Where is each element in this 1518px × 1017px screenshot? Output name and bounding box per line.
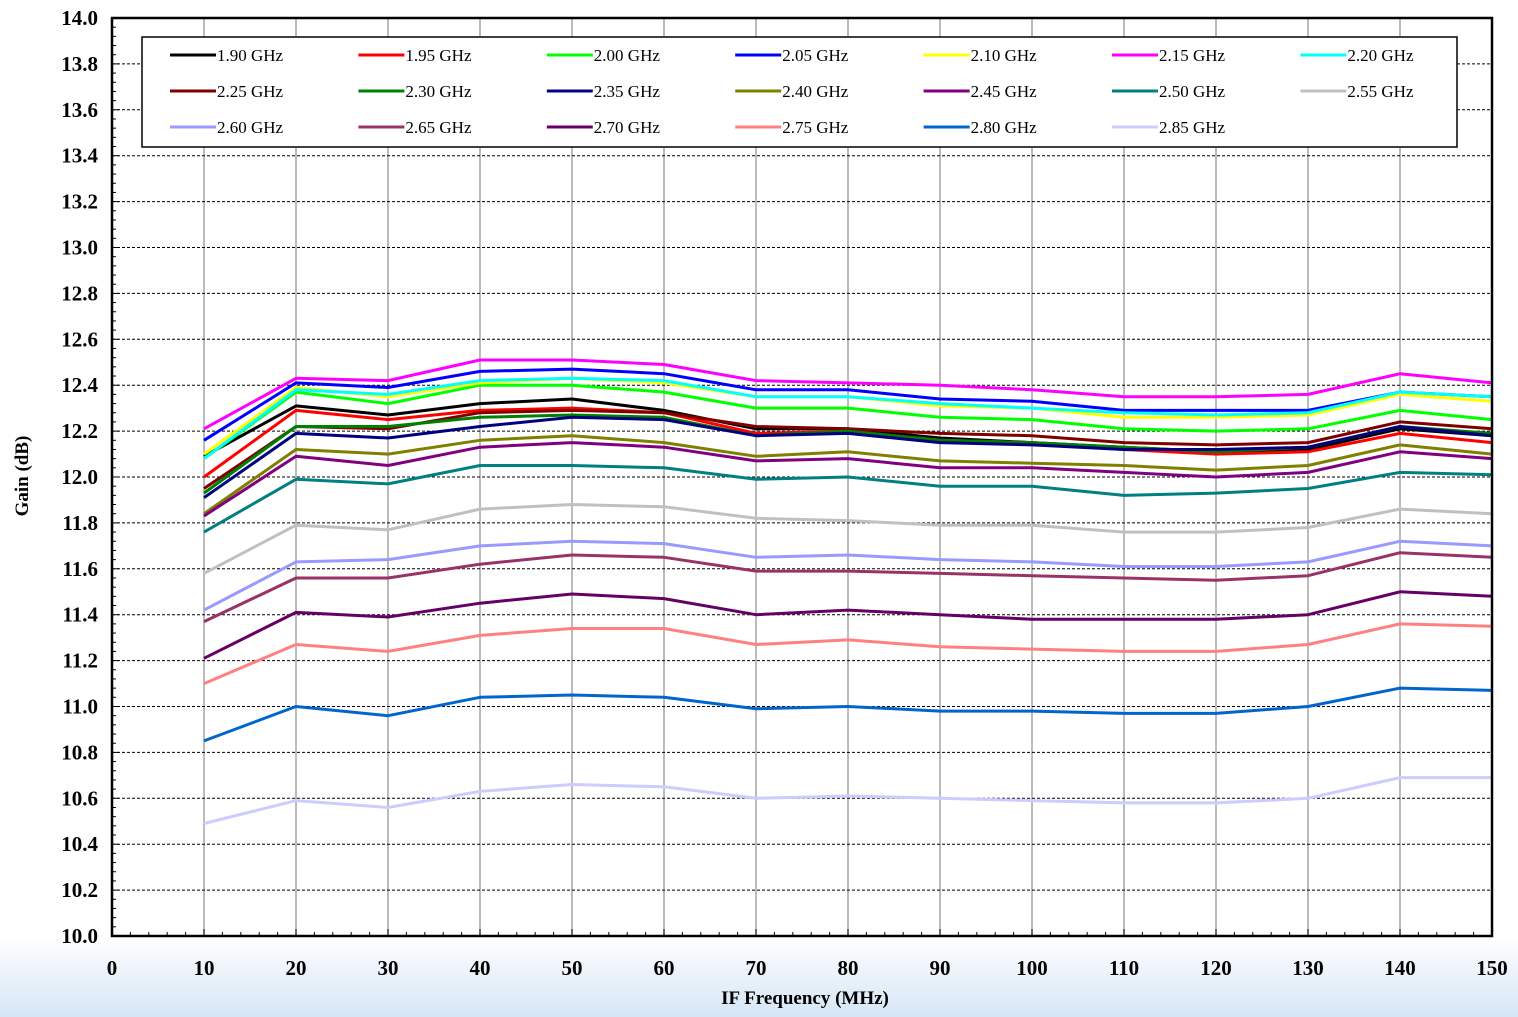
series-line bbox=[203, 367, 1493, 442]
series-line bbox=[203, 503, 1493, 575]
y-tick-label: 10.6 bbox=[61, 786, 98, 810]
series-line bbox=[203, 686, 1493, 743]
series-line bbox=[203, 441, 1493, 518]
legend-entry-label: 2.60 GHz bbox=[217, 118, 284, 137]
legend-entry-label: 2.80 GHz bbox=[971, 118, 1038, 137]
legend-entry-label: 2.15 GHz bbox=[1159, 46, 1226, 65]
legend-entry-label: 1.95 GHz bbox=[405, 46, 472, 65]
series-line bbox=[203, 464, 1493, 534]
y-tick-label: 13.0 bbox=[61, 236, 98, 260]
legend-entry-label: 2.25 GHz bbox=[217, 82, 284, 101]
y-tick-label: 12.8 bbox=[61, 281, 98, 305]
series-line bbox=[203, 358, 1493, 431]
legend-entry-label: 2.30 GHz bbox=[405, 82, 472, 101]
y-tick-label: 12.6 bbox=[61, 327, 98, 351]
legend-entry-label: 1.90 GHz bbox=[217, 46, 284, 65]
series-line bbox=[203, 590, 1493, 660]
y-tick-label: 14.0 bbox=[61, 6, 98, 30]
y-tick-label: 12.0 bbox=[61, 465, 98, 489]
y-tick-label: 11.0 bbox=[62, 695, 98, 719]
x-tick-label: 100 bbox=[1016, 956, 1048, 980]
legend-entry-label: 2.85 GHz bbox=[1159, 118, 1226, 137]
x-tick-label: 60 bbox=[654, 956, 675, 980]
x-tick-label: 130 bbox=[1292, 956, 1324, 980]
x-tick-label: 140 bbox=[1384, 956, 1416, 980]
series-line bbox=[203, 434, 1493, 515]
x-tick-label: 70 bbox=[746, 956, 767, 980]
x-tick-label: 20 bbox=[286, 956, 307, 980]
legend-entry-label: 2.65 GHz bbox=[405, 118, 472, 137]
legend-entry-label: 2.75 GHz bbox=[782, 118, 849, 137]
legend-entry-label: 2.50 GHz bbox=[1159, 82, 1226, 101]
y-tick-label: 10.2 bbox=[61, 878, 98, 902]
legend-entry-label: 2.40 GHz bbox=[782, 82, 849, 101]
legend-entry-label: 2.45 GHz bbox=[971, 82, 1038, 101]
plot-area-border bbox=[110, 16, 1494, 938]
x-tick-label: 10 bbox=[194, 956, 215, 980]
x-tick-label: 120 bbox=[1200, 956, 1232, 980]
legend-entry-label: 2.70 GHz bbox=[594, 118, 661, 137]
x-tick-label: 0 bbox=[107, 956, 118, 980]
y-tick-label: 13.8 bbox=[61, 52, 98, 76]
y-tick-label: 13.2 bbox=[61, 190, 98, 214]
y-tick-label: 10.4 bbox=[61, 832, 98, 856]
y-tick-label: 11.8 bbox=[62, 511, 98, 535]
y-tick-label: 11.4 bbox=[62, 603, 98, 627]
legend-entry-label: 2.00 GHz bbox=[594, 46, 661, 65]
legend-entry-label: 2.05 GHz bbox=[782, 46, 849, 65]
x-tick-label: 40 bbox=[470, 956, 491, 980]
series-lines bbox=[203, 358, 1493, 825]
x-tick-label: 90 bbox=[930, 956, 951, 980]
x-axis-title: IF Frequency (MHz) bbox=[721, 988, 889, 1009]
legend-entry-label: 2.10 GHz bbox=[971, 46, 1038, 65]
series-line bbox=[203, 622, 1493, 685]
x-tick-label: 150 bbox=[1476, 956, 1508, 980]
footer-gradient-band bbox=[0, 938, 1518, 1017]
x-tick-label: 110 bbox=[1109, 956, 1139, 980]
x-tick-labels: 0 10 20 30 40 50 60 70 80 90 100 110 120 130 140 150 bbox=[107, 956, 1508, 980]
legend-entry-label: 2.20 GHz bbox=[1347, 46, 1414, 65]
plot-frame bbox=[110, 16, 1494, 938]
y-tick-label: 12.4 bbox=[61, 373, 98, 397]
series-line bbox=[203, 551, 1493, 623]
x-tick-label: 30 bbox=[378, 956, 399, 980]
series-line bbox=[203, 415, 1493, 499]
y-tick-label: 12.2 bbox=[61, 419, 98, 443]
y-tick-label: 11.2 bbox=[62, 649, 98, 673]
grid-lines bbox=[112, 18, 1492, 936]
series-line bbox=[203, 776, 1492, 825]
series-line bbox=[203, 539, 1493, 612]
x-tick-label: 50 bbox=[562, 956, 583, 980]
legend-entry-label: 2.35 GHz bbox=[594, 82, 661, 101]
series-line bbox=[203, 383, 1493, 460]
y-tick-label: 10.0 bbox=[61, 924, 98, 948]
y-tick-label: 13.6 bbox=[61, 98, 98, 122]
legend: 1.90 GHz 1.95 GHz 2.00 GHz 2.05 GHz 2.10 GHz… bbox=[141, 36, 1458, 148]
x-tick-label: 80 bbox=[838, 956, 859, 980]
series-line bbox=[203, 376, 1493, 460]
y-tick-label: 10.8 bbox=[61, 740, 98, 764]
y-tick-label: 11.6 bbox=[62, 557, 98, 581]
y-tick-label: 13.4 bbox=[61, 144, 98, 168]
y-tick-labels: 10.0 10.2 10.4 10.6 10.8 11.0 11.2 11.4 11.6 11.8… bbox=[61, 6, 98, 948]
y-axis-title: Gain (dB) bbox=[12, 436, 33, 517]
legend-entry-label: 2.55 GHz bbox=[1347, 82, 1414, 101]
